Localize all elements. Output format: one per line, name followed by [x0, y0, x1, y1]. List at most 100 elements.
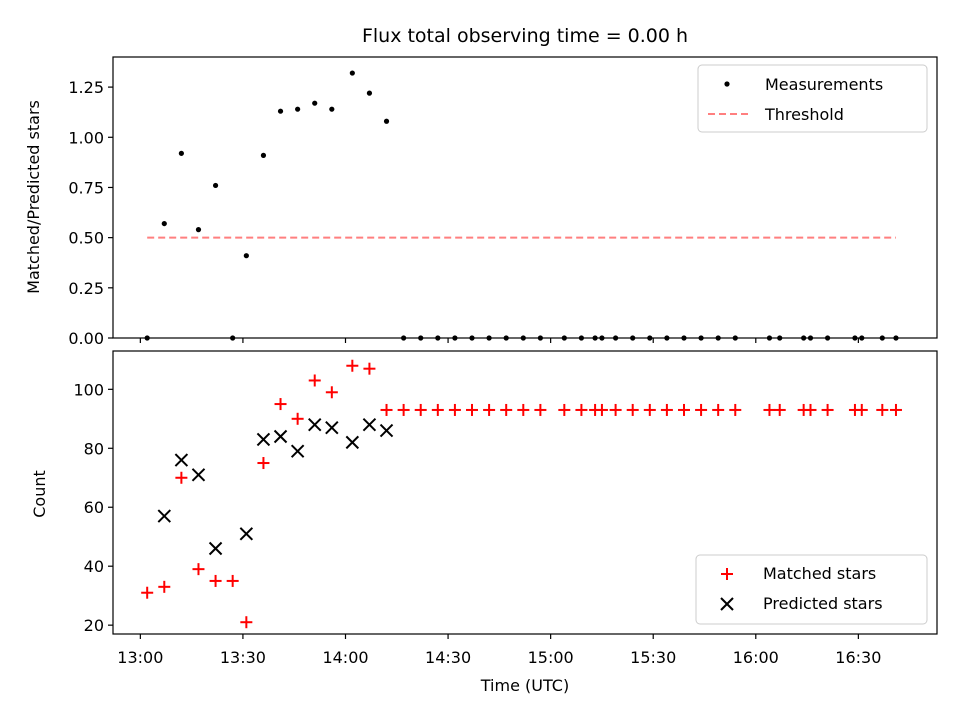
legend-matched-label: Matched stars — [763, 564, 876, 583]
predicted-star-point — [191, 468, 206, 482]
matched-star-point — [558, 403, 571, 416]
x-tick-label: 13:00 — [117, 648, 163, 667]
matched-star-point — [855, 403, 868, 416]
predicted-star-point — [379, 423, 394, 438]
matched-star-point — [876, 403, 889, 416]
matched-star-point — [380, 403, 393, 416]
matched-star-point — [763, 403, 776, 416]
x-tick-label: 13:30 — [220, 648, 266, 667]
matched-star-point — [534, 403, 547, 416]
top-panel: Flux total observing time = 0.00 h Match… — [24, 25, 938, 348]
matched-star-point — [158, 580, 171, 593]
bottom-y-ticks: 20 40 60 80 100 — [73, 380, 113, 635]
bottom-x-ticks: 13:00 13:30 14:00 14:30 15:00 15:30 16:00 16:30 — [117, 634, 881, 667]
matched-star-point — [346, 359, 359, 372]
matched-star-point — [677, 403, 690, 416]
chart-title: Flux total observing time = 0.00 h — [362, 25, 688, 47]
predicted-star-point — [362, 417, 377, 432]
matched-star-point — [448, 403, 461, 416]
measurement-point — [366, 90, 373, 96]
predicted-star-point — [157, 509, 171, 523]
matched-star-point — [595, 403, 608, 416]
measurement-point — [260, 152, 267, 158]
matched-star-point — [308, 374, 321, 387]
x-tick-label: 15:00 — [528, 648, 574, 667]
predicted-star-point — [325, 420, 339, 435]
matched-star-point — [660, 403, 673, 416]
measurement-point — [178, 150, 184, 156]
predicted-star-point — [290, 444, 305, 458]
matched-star-point — [500, 403, 513, 416]
matched-star-point — [773, 403, 786, 416]
y-tick-label: 80 — [84, 439, 104, 458]
matched-star-point — [175, 471, 188, 484]
top-y-ticks: 0.00 0.25 0.50 0.75 1.00 1.25 — [68, 78, 113, 348]
matched-star-point — [695, 403, 708, 416]
legend-matched-marker — [721, 568, 733, 580]
matched-star-point — [712, 403, 725, 416]
top-y-axis-label: Matched/Predicted stars — [24, 100, 43, 294]
matched-star-point — [141, 586, 154, 599]
matched-star-point — [414, 403, 427, 416]
matched-star-point — [291, 412, 304, 425]
top-plot-marks — [144, 70, 899, 341]
measurement-point — [195, 227, 202, 233]
matched-star-point — [209, 574, 222, 587]
y-tick-label: 60 — [84, 498, 104, 517]
matched-star-point — [431, 403, 444, 416]
matched-star-point — [274, 398, 287, 411]
measurement-point — [243, 253, 249, 259]
y-tick-label: 0.50 — [68, 229, 104, 248]
predicted-star-point — [273, 429, 288, 444]
legend-measurements-marker — [724, 81, 730, 87]
matched-star-point — [240, 616, 253, 629]
legend-predicted-marker — [720, 597, 734, 611]
matched-star-point — [397, 403, 410, 416]
measurement-point — [349, 70, 355, 76]
predicted-star-point — [174, 453, 189, 467]
matched-star-point — [483, 403, 496, 416]
matched-star-point — [192, 563, 205, 576]
matched-star-point — [889, 403, 902, 416]
matched-star-point — [517, 403, 530, 416]
bottom-plot-frame — [112, 350, 938, 635]
measurement-point — [212, 182, 219, 189]
matched-star-point — [804, 403, 817, 416]
top-x-ticks — [139, 338, 859, 343]
matched-star-point — [609, 403, 622, 416]
matched-star-point — [729, 403, 742, 416]
y-tick-label: 1.00 — [68, 128, 104, 147]
predicted-star-point — [239, 527, 254, 541]
top-legend-box — [697, 64, 928, 133]
bottom-legend: Matched stars Predicted stars — [695, 554, 928, 625]
top-legend: Measurements Threshold — [697, 64, 928, 133]
x-tick-label: 15:30 — [630, 648, 676, 667]
measurement-point — [277, 108, 284, 114]
legend-threshold-label: Threshold — [764, 105, 844, 124]
x-tick-label: 14:00 — [322, 648, 368, 667]
predicted-star-point — [308, 417, 322, 432]
matched-star-point — [226, 574, 239, 587]
matched-star-point — [575, 403, 588, 416]
y-tick-label: 100 — [73, 380, 104, 399]
legend-measurements-label: Measurements — [765, 75, 883, 94]
predicted-star-point — [256, 432, 271, 447]
x-tick-label: 16:30 — [835, 648, 881, 667]
y-tick-label: 0.25 — [68, 279, 104, 298]
y-tick-label: 1.25 — [68, 78, 104, 97]
predicted-star-point — [345, 435, 360, 450]
matched-star-point — [325, 386, 338, 399]
matched-star-point — [466, 403, 479, 416]
matched-star-point — [257, 457, 270, 470]
matched-star-point — [821, 403, 834, 416]
legend-predicted-label: Predicted stars — [763, 594, 883, 613]
matched-star-point — [643, 403, 656, 416]
y-tick-label: 0.00 — [68, 329, 104, 348]
x-tick-label: 16:00 — [733, 648, 779, 667]
bottom-x-axis-label: Time (UTC) — [480, 676, 569, 695]
x-tick-label: 14:30 — [425, 648, 471, 667]
y-tick-label: 40 — [84, 557, 104, 576]
matched-star-point — [363, 362, 376, 375]
